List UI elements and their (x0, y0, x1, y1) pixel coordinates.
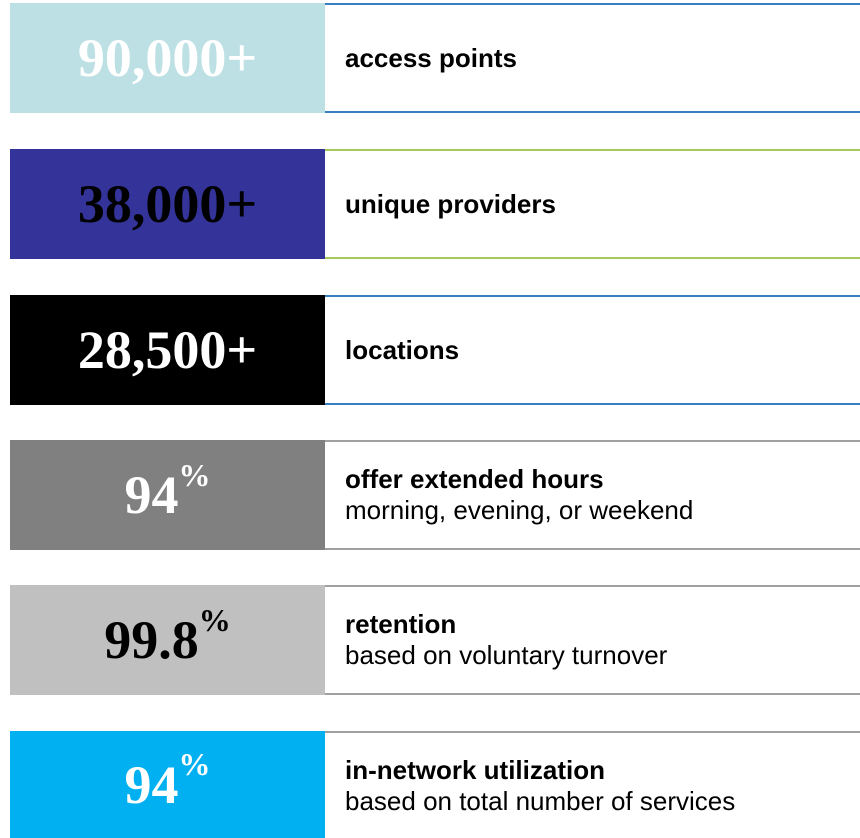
stat-row: 90,000+ access points (10, 3, 860, 113)
sublabel: based on total number of services (345, 785, 736, 816)
stat-box: 90,000+ (10, 3, 325, 113)
stat-info: access points (325, 3, 860, 113)
stat-box: 99.8% (10, 585, 325, 695)
stat: 28,500+ (77, 320, 258, 380)
label: unique providers (345, 188, 556, 219)
stat: 38,000+ (77, 174, 258, 234)
stat-box: 94% (10, 731, 325, 838)
label: in-network utilization (345, 754, 605, 785)
stat: 99.8 (104, 610, 199, 670)
sublabel: morning, evening, or weekend (345, 495, 694, 525)
stat: 94 (124, 754, 179, 815)
stat-info: in-network utilization based on total num… (325, 731, 860, 838)
stat-info: unique providers (325, 149, 860, 259)
stat-info: locations (325, 295, 860, 405)
label: retention (345, 609, 457, 639)
label: locations (345, 334, 460, 365)
stat-info: offer extended hours morning, evening, or… (325, 440, 860, 550)
stat-box: 94% (10, 440, 325, 550)
stat-row: 38,000+ unique providers (10, 149, 860, 259)
stat-row: 94% offer extended hours morning, evening… (10, 440, 860, 550)
stat-info: retention based on voluntary turnover (325, 585, 860, 695)
unit: % (178, 746, 211, 782)
stat-row: 28,500+ locations (10, 295, 860, 405)
stat-box: 28,500+ (10, 295, 325, 405)
label: offer extended hours (345, 464, 604, 494)
stat-box: 38,000+ (10, 149, 325, 259)
sublabel: based on voluntary turnover (345, 640, 668, 670)
unit: % (198, 601, 231, 638)
stat: 90,000+ (77, 28, 258, 88)
unit: % (178, 456, 211, 493)
stat-row: 99.8% retention based on voluntary turnov… (10, 585, 860, 695)
stat-row: 94% in-network utilization based on total… (10, 731, 860, 838)
stat: 94 (124, 465, 179, 525)
label: access points (345, 42, 517, 73)
